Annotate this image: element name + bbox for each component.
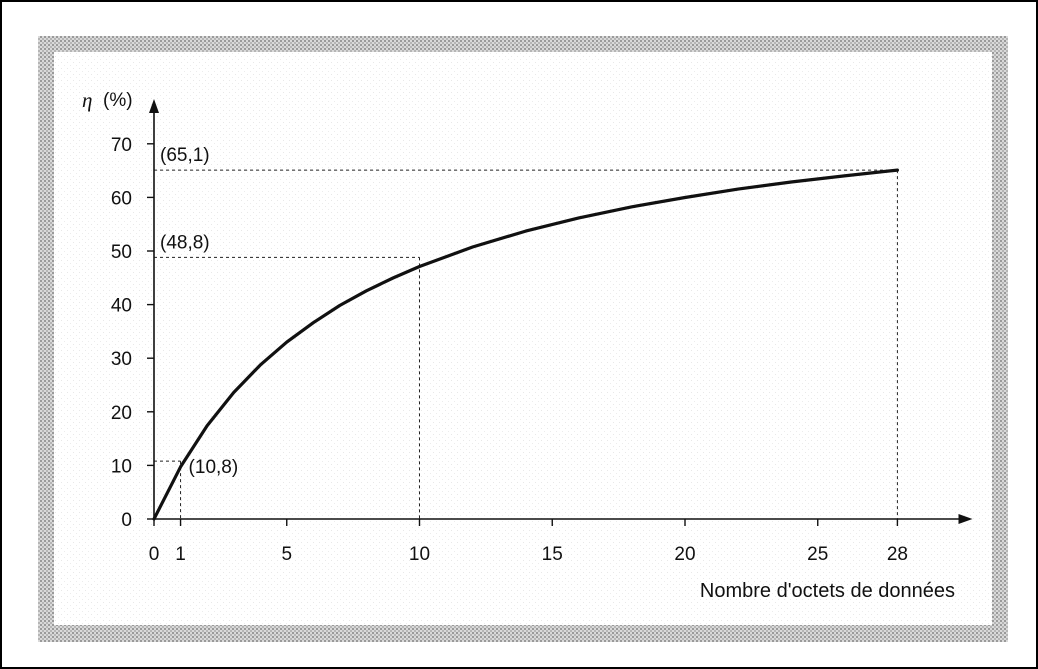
efficiency-curve — [152, 168, 899, 521]
y-tick-label: 60 — [111, 188, 132, 209]
y-tick-label: 10 — [111, 456, 132, 477]
point-annotation: (48,8) — [160, 232, 210, 253]
y-tick-label: 70 — [111, 135, 132, 156]
guide-lines — [154, 169, 898, 519]
series-curve — [152, 168, 899, 521]
x-tick-label: 1 — [175, 544, 186, 565]
point-annotation: (65,1) — [160, 145, 210, 166]
y-tick-label: 0 — [121, 510, 132, 531]
plot-panel — [54, 52, 992, 625]
x-tick-label: 15 — [542, 544, 563, 565]
axes — [149, 99, 973, 524]
point-annotation: (10,8) — [189, 457, 239, 478]
x-tick-label: 10 — [409, 544, 430, 565]
y-tick-label: 30 — [111, 349, 132, 370]
y-axis-symbol: η — [82, 88, 92, 112]
x-tick-label: 0 — [149, 544, 160, 565]
y-axis-unit: (%) — [103, 90, 133, 111]
labels: 0 1 5 10 15 20 25 28010203040506070(10,8)(48,8)… — [111, 135, 908, 565]
x-tick-label: 20 — [674, 544, 695, 565]
y-tick-label: 20 — [111, 403, 132, 424]
x-axis-arrow — [958, 514, 973, 524]
x-tick-label: 5 — [281, 544, 292, 565]
x-axis-label: Nombre d'octets de données — [700, 580, 955, 602]
y-axis-arrow — [149, 99, 159, 113]
ticks — [147, 143, 899, 526]
x-tick-label: 28 — [887, 544, 908, 565]
y-tick-label: 50 — [111, 242, 132, 263]
y-tick-label: 40 — [111, 296, 132, 317]
x-tick-label: 25 — [807, 544, 828, 565]
